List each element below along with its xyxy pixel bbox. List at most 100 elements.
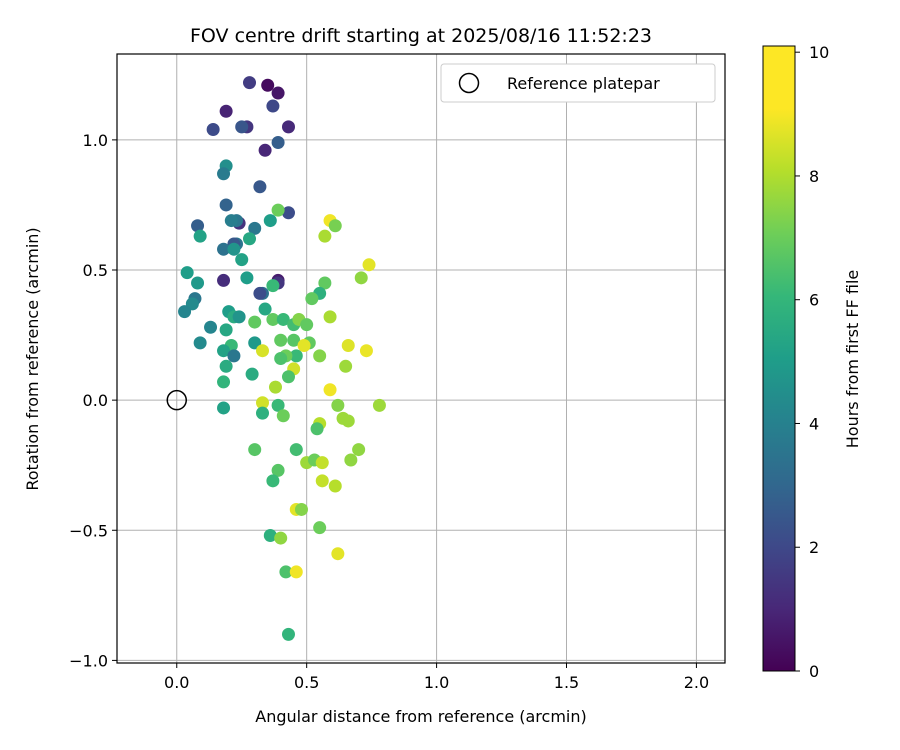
colorbar-gradient	[762, 45, 796, 672]
data-point	[271, 463, 285, 477]
data-point	[219, 104, 233, 118]
data-point	[253, 286, 267, 300]
chart-title: FOV centre drift starting at 2025/08/16 …	[190, 25, 652, 47]
colorbar-tick-label: 2	[809, 538, 819, 557]
colorbar-tick-label: 6	[809, 291, 819, 310]
data-point	[206, 122, 220, 136]
data-point	[281, 206, 295, 220]
data-point	[372, 398, 386, 412]
data-point	[287, 333, 301, 347]
data-point	[289, 349, 303, 363]
colorbar: 0 2 4 6 8 10 Hours from first FF file	[762, 43, 862, 681]
legend-box	[440, 63, 716, 103]
y-tick-label: −1.0	[69, 651, 108, 670]
colorbar-tick-label: 8	[809, 167, 819, 186]
data-point	[219, 323, 233, 337]
data-point	[261, 78, 275, 92]
grid-lines	[117, 54, 725, 663]
legend: Reference platepar	[440, 63, 716, 103]
data-point	[281, 627, 295, 641]
data-point	[341, 338, 355, 352]
data-point	[235, 120, 249, 134]
y-tick-label: −0.5	[69, 521, 108, 540]
x-tick-label: 1.5	[554, 673, 579, 692]
data-point	[271, 86, 285, 100]
data-point	[362, 258, 376, 272]
data-point	[253, 180, 267, 194]
data-point	[313, 521, 327, 535]
data-point	[310, 422, 324, 436]
data-point	[323, 383, 337, 397]
data-point	[258, 143, 272, 157]
y-axis-ticks: −1.0 −0.5 0.0 0.5 1.0	[69, 131, 117, 670]
data-point	[315, 474, 329, 488]
data-point	[279, 565, 293, 579]
data-point	[263, 528, 277, 542]
x-axis-label: Angular distance from reference (arcmin)	[255, 707, 586, 726]
data-point	[232, 310, 246, 324]
data-point	[274, 333, 288, 347]
data-point	[224, 214, 238, 228]
colorbar-tick-label: 4	[809, 414, 819, 433]
data-point	[227, 349, 241, 363]
data-point	[248, 221, 262, 235]
data-point	[276, 409, 290, 423]
data-point	[243, 76, 257, 90]
data-point	[339, 359, 353, 373]
plot-frame	[116, 53, 726, 664]
data-point	[243, 232, 257, 246]
data-point	[256, 344, 270, 358]
data-point	[266, 474, 280, 488]
data-point	[271, 135, 285, 149]
data-point	[274, 531, 288, 545]
data-point	[204, 320, 218, 334]
data-point	[193, 336, 207, 350]
data-point	[300, 318, 314, 332]
data-point	[256, 396, 270, 410]
data-point	[289, 565, 303, 579]
data-point	[281, 370, 295, 384]
y-tick-label: 0.5	[83, 261, 108, 280]
data-point	[217, 344, 231, 358]
data-point	[217, 273, 231, 287]
data-point	[266, 279, 280, 293]
data-point	[263, 214, 277, 228]
colorbar-tick-label: 10	[809, 43, 829, 62]
data-point	[315, 456, 329, 470]
data-point	[227, 242, 241, 256]
data-point	[178, 305, 192, 319]
data-point	[266, 99, 280, 113]
data-point	[217, 242, 231, 256]
legend-label: Reference platepar	[507, 74, 660, 93]
x-tick-label: 2.0	[684, 673, 709, 692]
data-point	[341, 414, 355, 428]
data-point	[217, 167, 231, 181]
data-point	[248, 443, 262, 457]
colorbar-tick-label: 0	[809, 662, 819, 681]
data-point	[193, 229, 207, 243]
data-point	[217, 401, 231, 415]
y-tick-label: 0.0	[83, 391, 108, 410]
data-point	[331, 398, 345, 412]
data-point	[281, 120, 295, 134]
data-point	[305, 292, 319, 306]
colorbar-ticks: 0 2 4 6 8 10	[795, 43, 829, 681]
data-point	[235, 253, 249, 267]
data-point	[268, 380, 282, 394]
data-point	[180, 266, 194, 280]
data-point	[266, 312, 280, 326]
x-tick-label: 1.0	[424, 673, 449, 692]
data-point	[217, 375, 231, 389]
data-point	[294, 502, 308, 516]
data-point	[323, 310, 337, 324]
data-point	[256, 406, 270, 420]
legend-marker	[458, 72, 480, 94]
data-points	[178, 76, 386, 641]
data-point	[271, 203, 285, 217]
data-point	[191, 276, 205, 290]
data-point	[359, 344, 373, 358]
data-point	[240, 271, 254, 285]
x-axis-ticks: 0.0 0.5 1.0 1.5 2.0	[164, 663, 709, 692]
colorbar-label: Hours from first FF file	[843, 270, 862, 449]
